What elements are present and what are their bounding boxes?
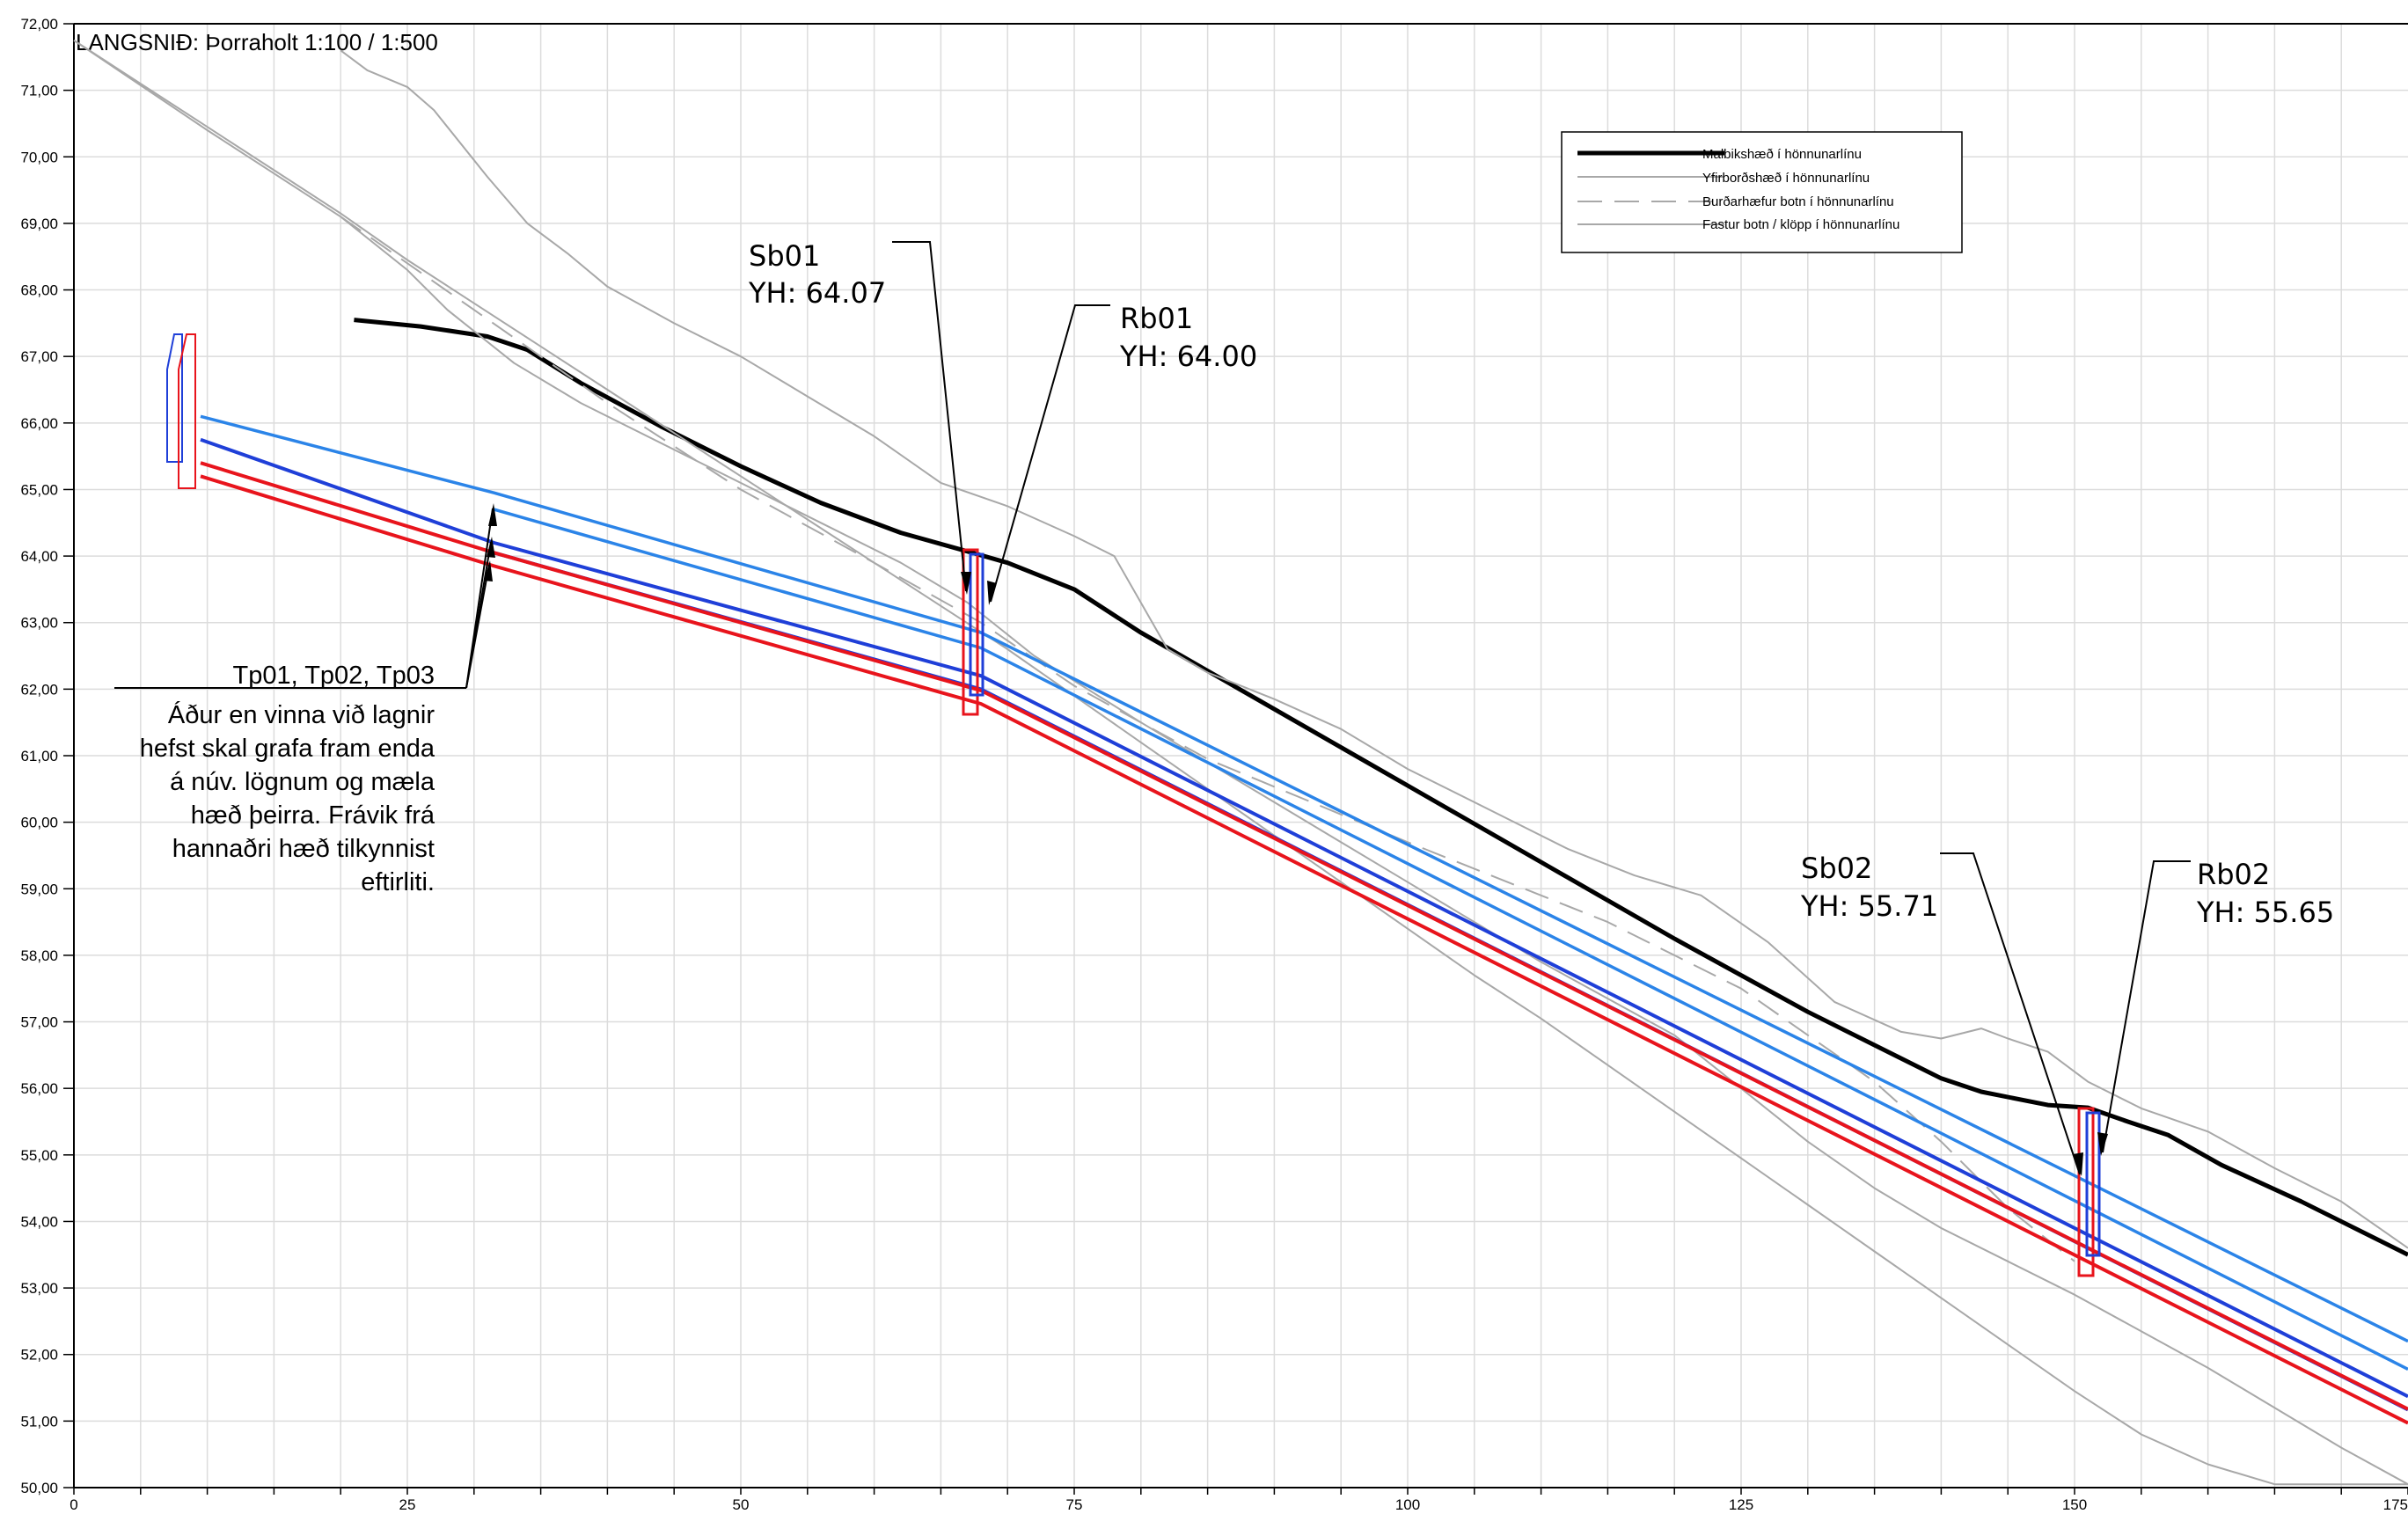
y-tick-label: 54,00	[20, 1213, 58, 1230]
y-tick-label: 66,00	[20, 415, 58, 432]
manhole-sb01	[962, 548, 979, 716]
series-line-thin-gray-4	[340, 49, 2408, 1249]
y-tick-label: 59,00	[20, 881, 58, 897]
y-tick-label: 71,00	[20, 83, 58, 99]
y-tick-label: 67,00	[20, 348, 58, 365]
manhole-sb02	[2077, 1107, 2095, 1277]
label-sb02-name: Sb02	[1801, 852, 1872, 885]
leader-rb02	[2102, 860, 2191, 1153]
y-tick-label: 63,00	[20, 615, 58, 632]
pipe-note-line-2: hefst skal grafa fram enda	[140, 735, 435, 763]
pipe-end-symbol-blue	[166, 333, 183, 463]
y-tick-label: 55,00	[20, 1147, 58, 1164]
y-tick-label: 57,00	[20, 1014, 58, 1031]
drawing-title: LANGSNIÐ: Þorraholt 1:100 / 1:500	[76, 29, 438, 55]
pipe-note-title: Tp01, Tp02, Tp03	[233, 662, 435, 690]
y-tick-label: 52,00	[20, 1347, 58, 1364]
pipe-note-line-3: á núv. lögnum og mæla	[170, 768, 435, 796]
label-sb01-name: Sb01	[749, 239, 820, 273]
x-tick-label: 75	[1066, 1496, 1083, 1513]
leader-sb02	[1940, 852, 2081, 1175]
axes	[63, 23, 2408, 1495]
x-tick-label: 0	[70, 1496, 77, 1513]
legend-label-surface: Yfirborðshæð í hönnunarlínu	[1702, 171, 1870, 186]
y-tick-label: 64,00	[20, 548, 58, 565]
y-tick-label: 50,00	[20, 1480, 58, 1496]
series-line-thick-black-0	[354, 318, 2408, 1257]
series-line-lightblue-6	[494, 508, 2408, 1371]
y-tick-label: 58,00	[20, 947, 58, 964]
x-tick-label: 125	[1729, 1496, 1753, 1513]
legend-label-bearing: Burðarhæfur botn í hönnunarlínu	[1702, 194, 1894, 209]
arrowhead-rb02	[2097, 1132, 2108, 1156]
x-tick-label: 150	[2062, 1496, 2087, 1513]
y-tick-label: 70,00	[20, 149, 58, 165]
legend-label-bedrock: Fastur botn / klöpp í hönnunarlínu	[1702, 217, 1899, 232]
series-line-red-9	[200, 461, 2408, 1411]
pipe-note-arrowhead-1	[488, 503, 497, 526]
manhole-rb01	[969, 552, 984, 697]
x-axis-tick-labels: 0 25 50 75 100 125 150 175	[70, 1496, 2408, 1513]
y-tick-label: 56,00	[20, 1080, 58, 1097]
y-tick-label: 68,00	[20, 282, 58, 299]
legend-label-asphalt: Malbikshæð í hönnunarlínu	[1702, 147, 1862, 162]
leader-sb01	[892, 241, 967, 592]
label-sb01-yh: YH: 64.07	[748, 276, 886, 310]
x-tick-label: 175	[2383, 1496, 2408, 1513]
arrowhead-sb02	[2073, 1152, 2083, 1176]
series-line-lightblue-5	[200, 414, 2408, 1343]
label-rb01-name: Rb01	[1120, 302, 1193, 335]
y-tick-label: 65,00	[20, 481, 58, 498]
y-tick-label: 53,00	[20, 1280, 58, 1297]
series-line-red-10	[200, 474, 2408, 1425]
leader-rb01	[990, 304, 1110, 603]
pipe-note: Tp01, Tp02, Tp03 Áður en vinna við lagni…	[114, 503, 497, 896]
y-tick-label: 72,00	[20, 16, 58, 33]
label-sb02-yh: YH: 55.71	[1800, 889, 1938, 923]
structure-symbols	[166, 333, 2101, 1277]
x-tick-label: 100	[1395, 1496, 1420, 1513]
pipe-note-line-5: hannaðri hæð tilkynnist	[172, 835, 435, 863]
label-rb01-yh: YH: 64.00	[1119, 340, 1257, 373]
y-tick-label: 51,00	[20, 1413, 58, 1430]
x-tick-label: 25	[399, 1496, 416, 1513]
structure-annotations: Sb01 YH: 64.07 Rb01 YH: 64.00 Sb02 YH: 5…	[748, 239, 2334, 1176]
pipe-end-symbol-red	[178, 333, 196, 489]
legend: Malbikshæð í hönnunarlínu Yfirborðshæð í…	[1561, 131, 1963, 253]
manhole-rb02	[2085, 1111, 2101, 1257]
arrowhead-sb01	[961, 572, 971, 595]
y-axis-tick-labels: 50,00 51,00 52,00 53,00 54,00 55,00 56,00 57,00…	[20, 16, 58, 1496]
pipe-note-arrowhead-3	[484, 560, 493, 581]
y-tick-label: 62,00	[20, 681, 58, 698]
y-tick-label: 61,00	[20, 748, 58, 764]
label-rb02-yh: YH: 55.65	[2196, 896, 2334, 929]
profile-lines	[73, 40, 2408, 1486]
x-tick-label: 50	[733, 1496, 750, 1513]
arrowhead-rb01	[987, 581, 997, 605]
pipe-note-line-1: Áður en vinna við lagnir	[168, 700, 435, 729]
pipe-note-line-6: eftirliti.	[361, 868, 435, 896]
y-tick-label: 69,00	[20, 216, 58, 232]
label-rb02-name: Rb02	[2197, 858, 2270, 891]
pipe-note-arrowhead-2	[487, 537, 495, 558]
pipe-note-leader-3	[465, 564, 490, 689]
series-line-blue-7	[200, 437, 2408, 1399]
pipe-note-line-4: hæð þeirra. Frávik frá	[191, 801, 435, 830]
y-tick-label: 60,00	[20, 815, 58, 831]
